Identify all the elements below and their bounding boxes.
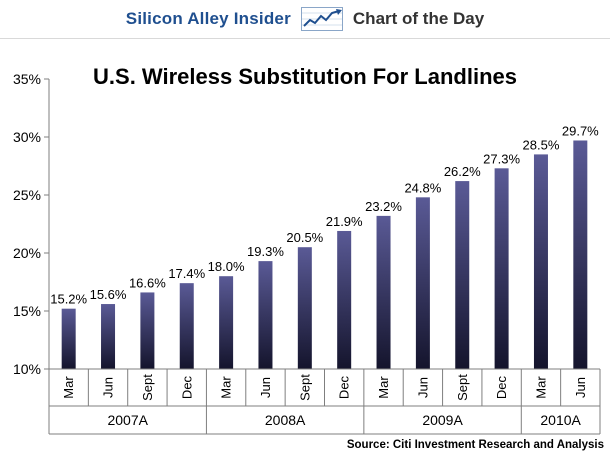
x-tick-label: Dec bbox=[179, 375, 194, 399]
x-tick-label: Sept bbox=[297, 374, 312, 401]
bar-value-label: 17.4% bbox=[168, 266, 205, 281]
bar-value-label: 21.9% bbox=[326, 214, 363, 229]
bar-value-label: 29.7% bbox=[562, 123, 599, 138]
bar-value-label: 18.0% bbox=[208, 259, 245, 274]
x-tick-label: Sept bbox=[140, 374, 155, 401]
bar-value-label: 24.8% bbox=[404, 180, 441, 195]
year-group-label: 2008A bbox=[265, 412, 306, 428]
source-note: Source: Citi Investment Research and Ana… bbox=[347, 439, 604, 451]
bar bbox=[573, 140, 588, 369]
bar-value-label: 28.5% bbox=[523, 137, 560, 152]
bar bbox=[376, 215, 391, 369]
bar bbox=[101, 304, 116, 369]
bar-value-label: 15.2% bbox=[50, 292, 87, 307]
chart-frame bbox=[0, 38, 610, 458]
brand-name: Silicon Alley Insider bbox=[125, 9, 291, 28]
y-tick-label: 25% bbox=[13, 187, 41, 203]
chart-of-the-day-label: Chart of the Day bbox=[352, 9, 485, 28]
bar-value-label: 23.2% bbox=[365, 199, 402, 214]
trend-line-icon bbox=[300, 7, 343, 31]
bar bbox=[179, 283, 194, 369]
y-tick-label: 15% bbox=[13, 303, 41, 319]
y-tick-label: 35% bbox=[13, 71, 41, 87]
y-tick-label: 10% bbox=[13, 361, 41, 377]
bar bbox=[219, 276, 234, 369]
chart-title: U.S. Wireless Substitution For Landlines bbox=[93, 64, 517, 89]
bar-value-label: 26.2% bbox=[444, 164, 481, 179]
bar bbox=[258, 261, 273, 369]
year-group-label: 2010A bbox=[540, 412, 581, 428]
bar bbox=[415, 197, 430, 369]
bar-value-label: 16.6% bbox=[129, 275, 166, 290]
x-tick-label: Jun bbox=[101, 377, 116, 398]
year-group-label: 2009A bbox=[422, 412, 463, 428]
y-tick-label: 20% bbox=[13, 245, 41, 261]
header-banner: Silicon Alley Insider Chart of the Day bbox=[0, 0, 610, 38]
bar bbox=[140, 292, 155, 369]
x-tick-label: Mar bbox=[219, 376, 234, 399]
x-tick-label: Jun bbox=[258, 377, 273, 398]
bar bbox=[337, 230, 352, 369]
bar-value-label: 27.3% bbox=[483, 151, 520, 166]
bar bbox=[455, 181, 470, 369]
bar bbox=[61, 308, 76, 369]
x-tick-label: Mar bbox=[61, 376, 76, 399]
year-group-label: 2007A bbox=[107, 412, 148, 428]
bar-value-label: 15.6% bbox=[90, 287, 127, 302]
x-tick-label: Jun bbox=[415, 377, 430, 398]
x-tick-label: Mar bbox=[533, 376, 548, 399]
x-tick-label: Sept bbox=[455, 374, 470, 401]
bar-value-label: 20.5% bbox=[286, 230, 323, 245]
x-tick-label: Mar bbox=[376, 376, 391, 399]
x-tick-label: Jun bbox=[573, 377, 588, 398]
bar bbox=[297, 247, 312, 369]
bar-value-label: 19.3% bbox=[247, 244, 284, 259]
x-tick-label: Dec bbox=[337, 375, 352, 399]
bar bbox=[494, 168, 509, 369]
x-tick-label: Dec bbox=[494, 375, 509, 399]
y-tick-label: 30% bbox=[13, 129, 41, 145]
bar bbox=[533, 154, 548, 369]
